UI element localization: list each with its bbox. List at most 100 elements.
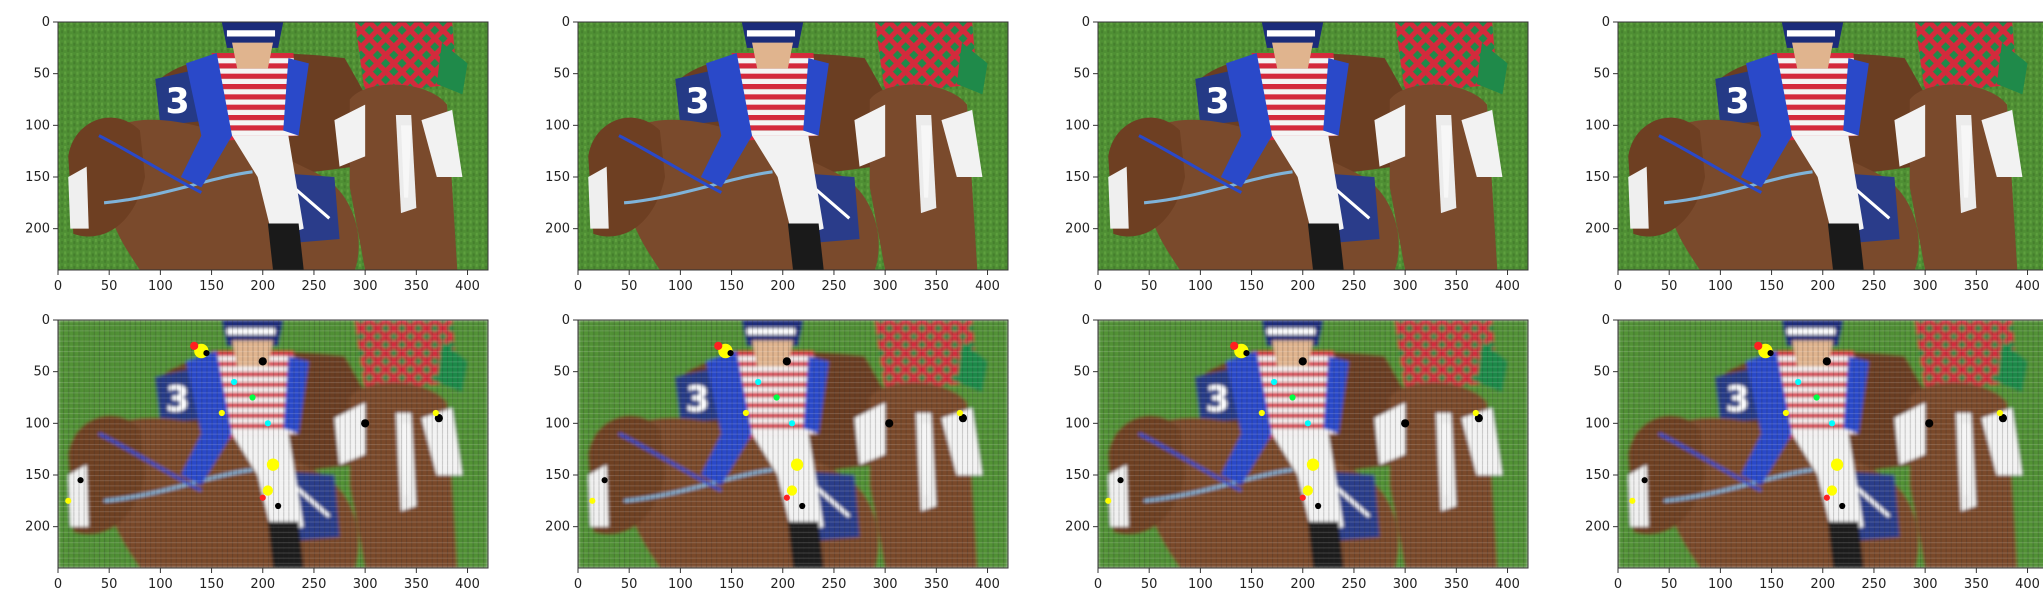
y-tick-label: 200 bbox=[1065, 222, 1090, 237]
x-tick-label: 100 bbox=[668, 279, 693, 294]
y-tick-label: 150 bbox=[545, 468, 570, 483]
image-panel-2: 0 50 100 150 200 250 300 350 400 0 50 100 150 200 bbox=[545, 15, 1009, 294]
y-tick-label: 0 bbox=[562, 15, 570, 30]
axes-frame bbox=[1097, 319, 1529, 569]
y-tick-label: 100 bbox=[1585, 118, 1610, 133]
y-tick-label: 0 bbox=[562, 313, 570, 328]
y-tick-label: 150 bbox=[545, 170, 570, 185]
x-tick-label: 200 bbox=[250, 279, 275, 294]
image-panel-7: 0 50 100 150 200 250 300 350 400 0 50 100 150 200 bbox=[1065, 313, 1529, 592]
x-tick-label: 150 bbox=[719, 577, 744, 592]
y-tick-label: 100 bbox=[545, 416, 570, 431]
y-tick-label: 50 bbox=[1593, 365, 1610, 380]
x-tick-label: 400 bbox=[975, 279, 1000, 294]
x-tick-label: 150 bbox=[199, 577, 224, 592]
horse-race-image bbox=[1618, 22, 2043, 270]
x-tick-label: 250 bbox=[302, 577, 327, 592]
y-tick-label: 100 bbox=[1065, 118, 1090, 133]
x-tick-label: 150 bbox=[1759, 279, 1784, 294]
y-tick-label: 100 bbox=[25, 416, 50, 431]
y-tick-label: 100 bbox=[1585, 416, 1610, 431]
x-tick-label: 0 bbox=[574, 577, 582, 592]
x-tick-label: 50 bbox=[101, 279, 118, 294]
x-tick-label: 400 bbox=[2015, 577, 2040, 592]
x-tick-label: 0 bbox=[1614, 279, 1622, 294]
x-tick-label: 300 bbox=[1913, 577, 1938, 592]
y-tick-label: 200 bbox=[25, 222, 50, 237]
x-tick-label: 350 bbox=[1444, 577, 1469, 592]
x-tick-label: 100 bbox=[148, 577, 173, 592]
axes-frame bbox=[57, 21, 489, 271]
x-tick-label: 250 bbox=[302, 279, 327, 294]
axes-frame bbox=[577, 21, 1009, 271]
axes-frame bbox=[1097, 21, 1529, 271]
x-tick-label: 250 bbox=[1342, 279, 1367, 294]
x-tick-label: 150 bbox=[1239, 577, 1264, 592]
x-tick-label: 50 bbox=[1141, 577, 1158, 592]
x-tick-label: 50 bbox=[621, 279, 638, 294]
x-tick-label: 150 bbox=[1759, 577, 1784, 592]
image-panel-6: 0 50 100 150 200 250 300 350 400 0 50 100 150 200 bbox=[545, 313, 1009, 592]
y-tick-label: 50 bbox=[33, 67, 50, 82]
y-tick-label: 0 bbox=[1082, 15, 1090, 30]
x-tick-label: 400 bbox=[1495, 577, 1520, 592]
x-tick-label: 350 bbox=[1444, 279, 1469, 294]
horse-race-image bbox=[1098, 22, 1528, 270]
y-tick-label: 50 bbox=[1593, 67, 1610, 82]
y-tick-label: 50 bbox=[1073, 67, 1090, 82]
y-tick-label: 150 bbox=[25, 170, 50, 185]
x-tick-label: 150 bbox=[1239, 279, 1264, 294]
x-tick-label: 50 bbox=[101, 577, 118, 592]
image-panel-1: 0 50 100 150 200 250 300 350 400 0 50 100 150 200 bbox=[25, 15, 489, 294]
y-tick-label: 150 bbox=[1585, 468, 1610, 483]
x-tick-label: 50 bbox=[1661, 577, 1678, 592]
x-tick-label: 300 bbox=[873, 577, 898, 592]
x-tick-label: 0 bbox=[54, 279, 62, 294]
y-tick-label: 150 bbox=[1585, 170, 1610, 185]
horse-race-image bbox=[1098, 320, 1528, 568]
y-tick-label: 0 bbox=[1602, 313, 1610, 328]
x-tick-label: 250 bbox=[822, 577, 847, 592]
x-tick-label: 300 bbox=[353, 577, 378, 592]
y-tick-label: 150 bbox=[25, 468, 50, 483]
x-tick-label: 350 bbox=[404, 279, 429, 294]
horse-race-image bbox=[58, 320, 488, 568]
x-tick-label: 200 bbox=[250, 577, 275, 592]
x-tick-label: 0 bbox=[574, 279, 582, 294]
y-tick-label: 50 bbox=[33, 365, 50, 380]
image-panel-4: 0 50 100 150 200 250 300 350 400 0 50 100 150 200 bbox=[1585, 15, 2043, 294]
x-tick-label: 150 bbox=[199, 279, 224, 294]
horse-race-image bbox=[578, 320, 1008, 568]
x-tick-label: 200 bbox=[1290, 577, 1315, 592]
x-tick-label: 100 bbox=[668, 577, 693, 592]
x-tick-label: 0 bbox=[1094, 279, 1102, 294]
axes-frame bbox=[57, 319, 489, 569]
y-tick-label: 0 bbox=[1602, 15, 1610, 30]
x-tick-label: 300 bbox=[353, 279, 378, 294]
panels-layer: 0 50 100 150 200 250 300 350 400 0 50 100 150 200 0 50 1… bbox=[25, 15, 2043, 592]
x-tick-label: 250 bbox=[1342, 577, 1367, 592]
image-panel-5: 0 50 100 150 200 250 300 350 400 0 50 100 150 200 bbox=[25, 313, 489, 592]
x-tick-label: 0 bbox=[1614, 577, 1622, 592]
x-tick-label: 250 bbox=[822, 279, 847, 294]
y-tick-label: 0 bbox=[42, 15, 50, 30]
x-tick-label: 350 bbox=[924, 279, 949, 294]
axes-frame bbox=[1617, 21, 2043, 271]
y-tick-label: 0 bbox=[1082, 313, 1090, 328]
y-tick-label: 100 bbox=[25, 118, 50, 133]
x-tick-label: 50 bbox=[1141, 279, 1158, 294]
x-tick-label: 350 bbox=[1964, 577, 1989, 592]
x-tick-label: 250 bbox=[1862, 279, 1887, 294]
x-tick-label: 300 bbox=[873, 279, 898, 294]
x-tick-label: 400 bbox=[2015, 279, 2040, 294]
y-tick-label: 200 bbox=[1065, 520, 1090, 535]
horse-race-image bbox=[1618, 320, 2043, 568]
x-tick-label: 100 bbox=[1708, 577, 1733, 592]
y-tick-label: 50 bbox=[553, 67, 570, 82]
horse-race-image bbox=[58, 22, 488, 270]
x-tick-label: 50 bbox=[621, 577, 638, 592]
axes-frame bbox=[1617, 319, 2043, 569]
image-panel-3: 0 50 100 150 200 250 300 350 400 0 50 100 150 200 bbox=[1065, 15, 1529, 294]
y-tick-label: 150 bbox=[1065, 170, 1090, 185]
